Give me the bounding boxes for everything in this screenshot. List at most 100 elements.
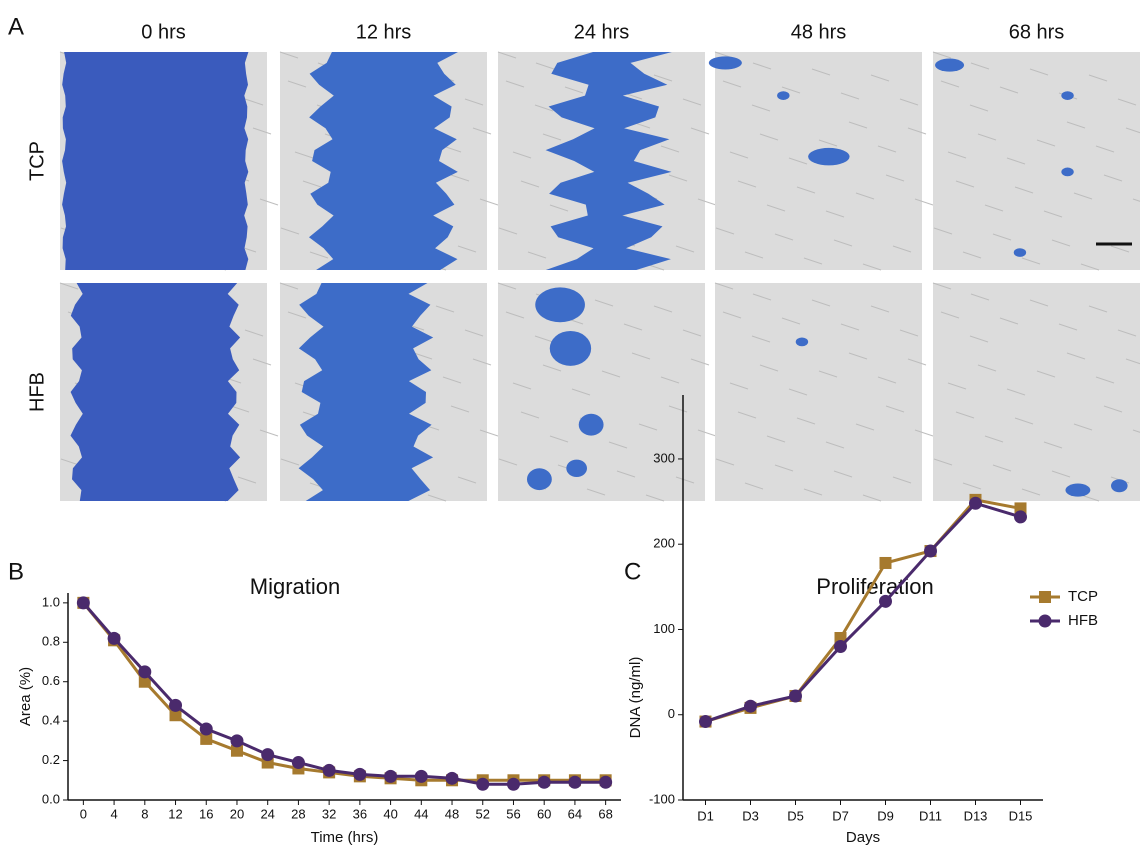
cell-texture <box>877 376 897 384</box>
cell-texture <box>645 494 665 502</box>
marker <box>76 596 90 610</box>
cell-texture <box>230 405 250 413</box>
cell-texture <box>435 305 455 313</box>
cell-texture <box>977 133 997 141</box>
marker <box>924 544 937 558</box>
cell-texture <box>1066 352 1086 360</box>
y-axis-label: DNA (ng/ml) <box>627 657 644 739</box>
cell-texture <box>512 382 532 390</box>
panel-label: B <box>8 558 24 585</box>
cell-texture <box>885 405 905 413</box>
x-tick-label: 36 <box>353 806 367 821</box>
cell-texture <box>744 482 764 490</box>
cell-texture <box>280 227 300 235</box>
cell-texture <box>244 329 264 337</box>
wound-area <box>549 330 592 366</box>
cell-texture <box>811 299 831 307</box>
cell-texture <box>914 198 934 206</box>
marker <box>200 732 213 745</box>
column-label: 0 hrs <box>141 21 185 43</box>
cell-texture <box>616 470 636 478</box>
cell-texture <box>1117 98 1137 106</box>
marker <box>879 556 892 569</box>
wound-area <box>1065 483 1091 497</box>
cell-texture <box>690 127 710 135</box>
legend-label: TCP <box>1068 588 1098 605</box>
x-tick-label: 64 <box>568 806 582 821</box>
cell-texture <box>737 180 757 188</box>
row-label: HFB <box>26 372 48 412</box>
cell-texture <box>825 441 845 449</box>
cell-texture <box>1051 470 1071 478</box>
cell-texture <box>542 133 562 141</box>
cell-texture <box>1043 210 1063 218</box>
cell-texture <box>549 435 569 443</box>
cell-texture <box>1088 305 1108 313</box>
cell-texture <box>855 192 875 200</box>
cell-texture <box>744 251 764 259</box>
cell-texture <box>660 145 680 153</box>
marker <box>291 756 305 770</box>
x-tick-label: D3 <box>742 808 759 823</box>
marker <box>879 594 892 608</box>
cell-texture <box>788 157 808 165</box>
cell-texture <box>660 376 680 384</box>
wound-area <box>1013 248 1027 257</box>
x-tick-label: 52 <box>476 806 490 821</box>
y-tick-label: 300 <box>653 450 675 465</box>
cell-texture <box>608 441 628 449</box>
cell-texture <box>955 180 975 188</box>
cell-texture <box>1021 257 1041 265</box>
cell-texture <box>840 323 860 331</box>
cell-texture <box>870 305 890 313</box>
cell-texture <box>796 417 816 425</box>
cell-texture <box>59 282 79 290</box>
cell-texture <box>870 74 890 82</box>
cell-texture <box>1117 329 1137 337</box>
cell-texture <box>848 352 868 360</box>
cell-texture <box>788 388 808 396</box>
cell-texture <box>714 282 734 290</box>
cell-texture <box>668 174 688 182</box>
legend-label: HFB <box>1068 612 1098 629</box>
cell-texture <box>1043 441 1063 449</box>
micrograph <box>715 283 922 501</box>
cell-texture <box>638 423 658 431</box>
cell-texture <box>586 488 606 496</box>
chart-title: Proliferation <box>816 574 933 599</box>
cell-texture <box>766 435 786 443</box>
x-tick-label: 60 <box>537 806 551 821</box>
wound-area <box>526 468 552 491</box>
cell-texture <box>1029 68 1049 76</box>
cell-texture <box>818 370 838 378</box>
cell-texture <box>955 411 975 419</box>
marker <box>384 769 398 783</box>
marker <box>476 777 490 791</box>
cell-texture <box>1036 139 1056 147</box>
cell-texture <box>571 388 591 396</box>
wound-area <box>309 52 458 270</box>
cell-texture <box>774 464 794 472</box>
wound-area <box>708 56 742 70</box>
cell-texture <box>999 86 1019 94</box>
x-tick-label: 32 <box>322 806 336 821</box>
x-tick-label: 12 <box>168 806 182 821</box>
cell-texture <box>594 299 614 307</box>
cell-texture <box>892 476 912 484</box>
cell-texture <box>722 311 742 319</box>
wound-area <box>1061 91 1074 100</box>
cell-texture <box>737 411 757 419</box>
x-tick-label: 16 <box>199 806 213 821</box>
x-axis-label: Time (hrs) <box>311 829 379 846</box>
cell-texture <box>907 358 927 366</box>
marker <box>169 709 182 722</box>
cell-texture <box>947 382 967 390</box>
cell-texture <box>970 62 990 70</box>
marker <box>699 715 712 729</box>
cell-texture <box>287 311 307 319</box>
y-tick-label: 200 <box>653 536 675 551</box>
cell-texture <box>752 293 772 301</box>
cell-texture <box>601 370 621 378</box>
cell-texture <box>237 476 257 484</box>
cell-texture <box>697 429 717 437</box>
